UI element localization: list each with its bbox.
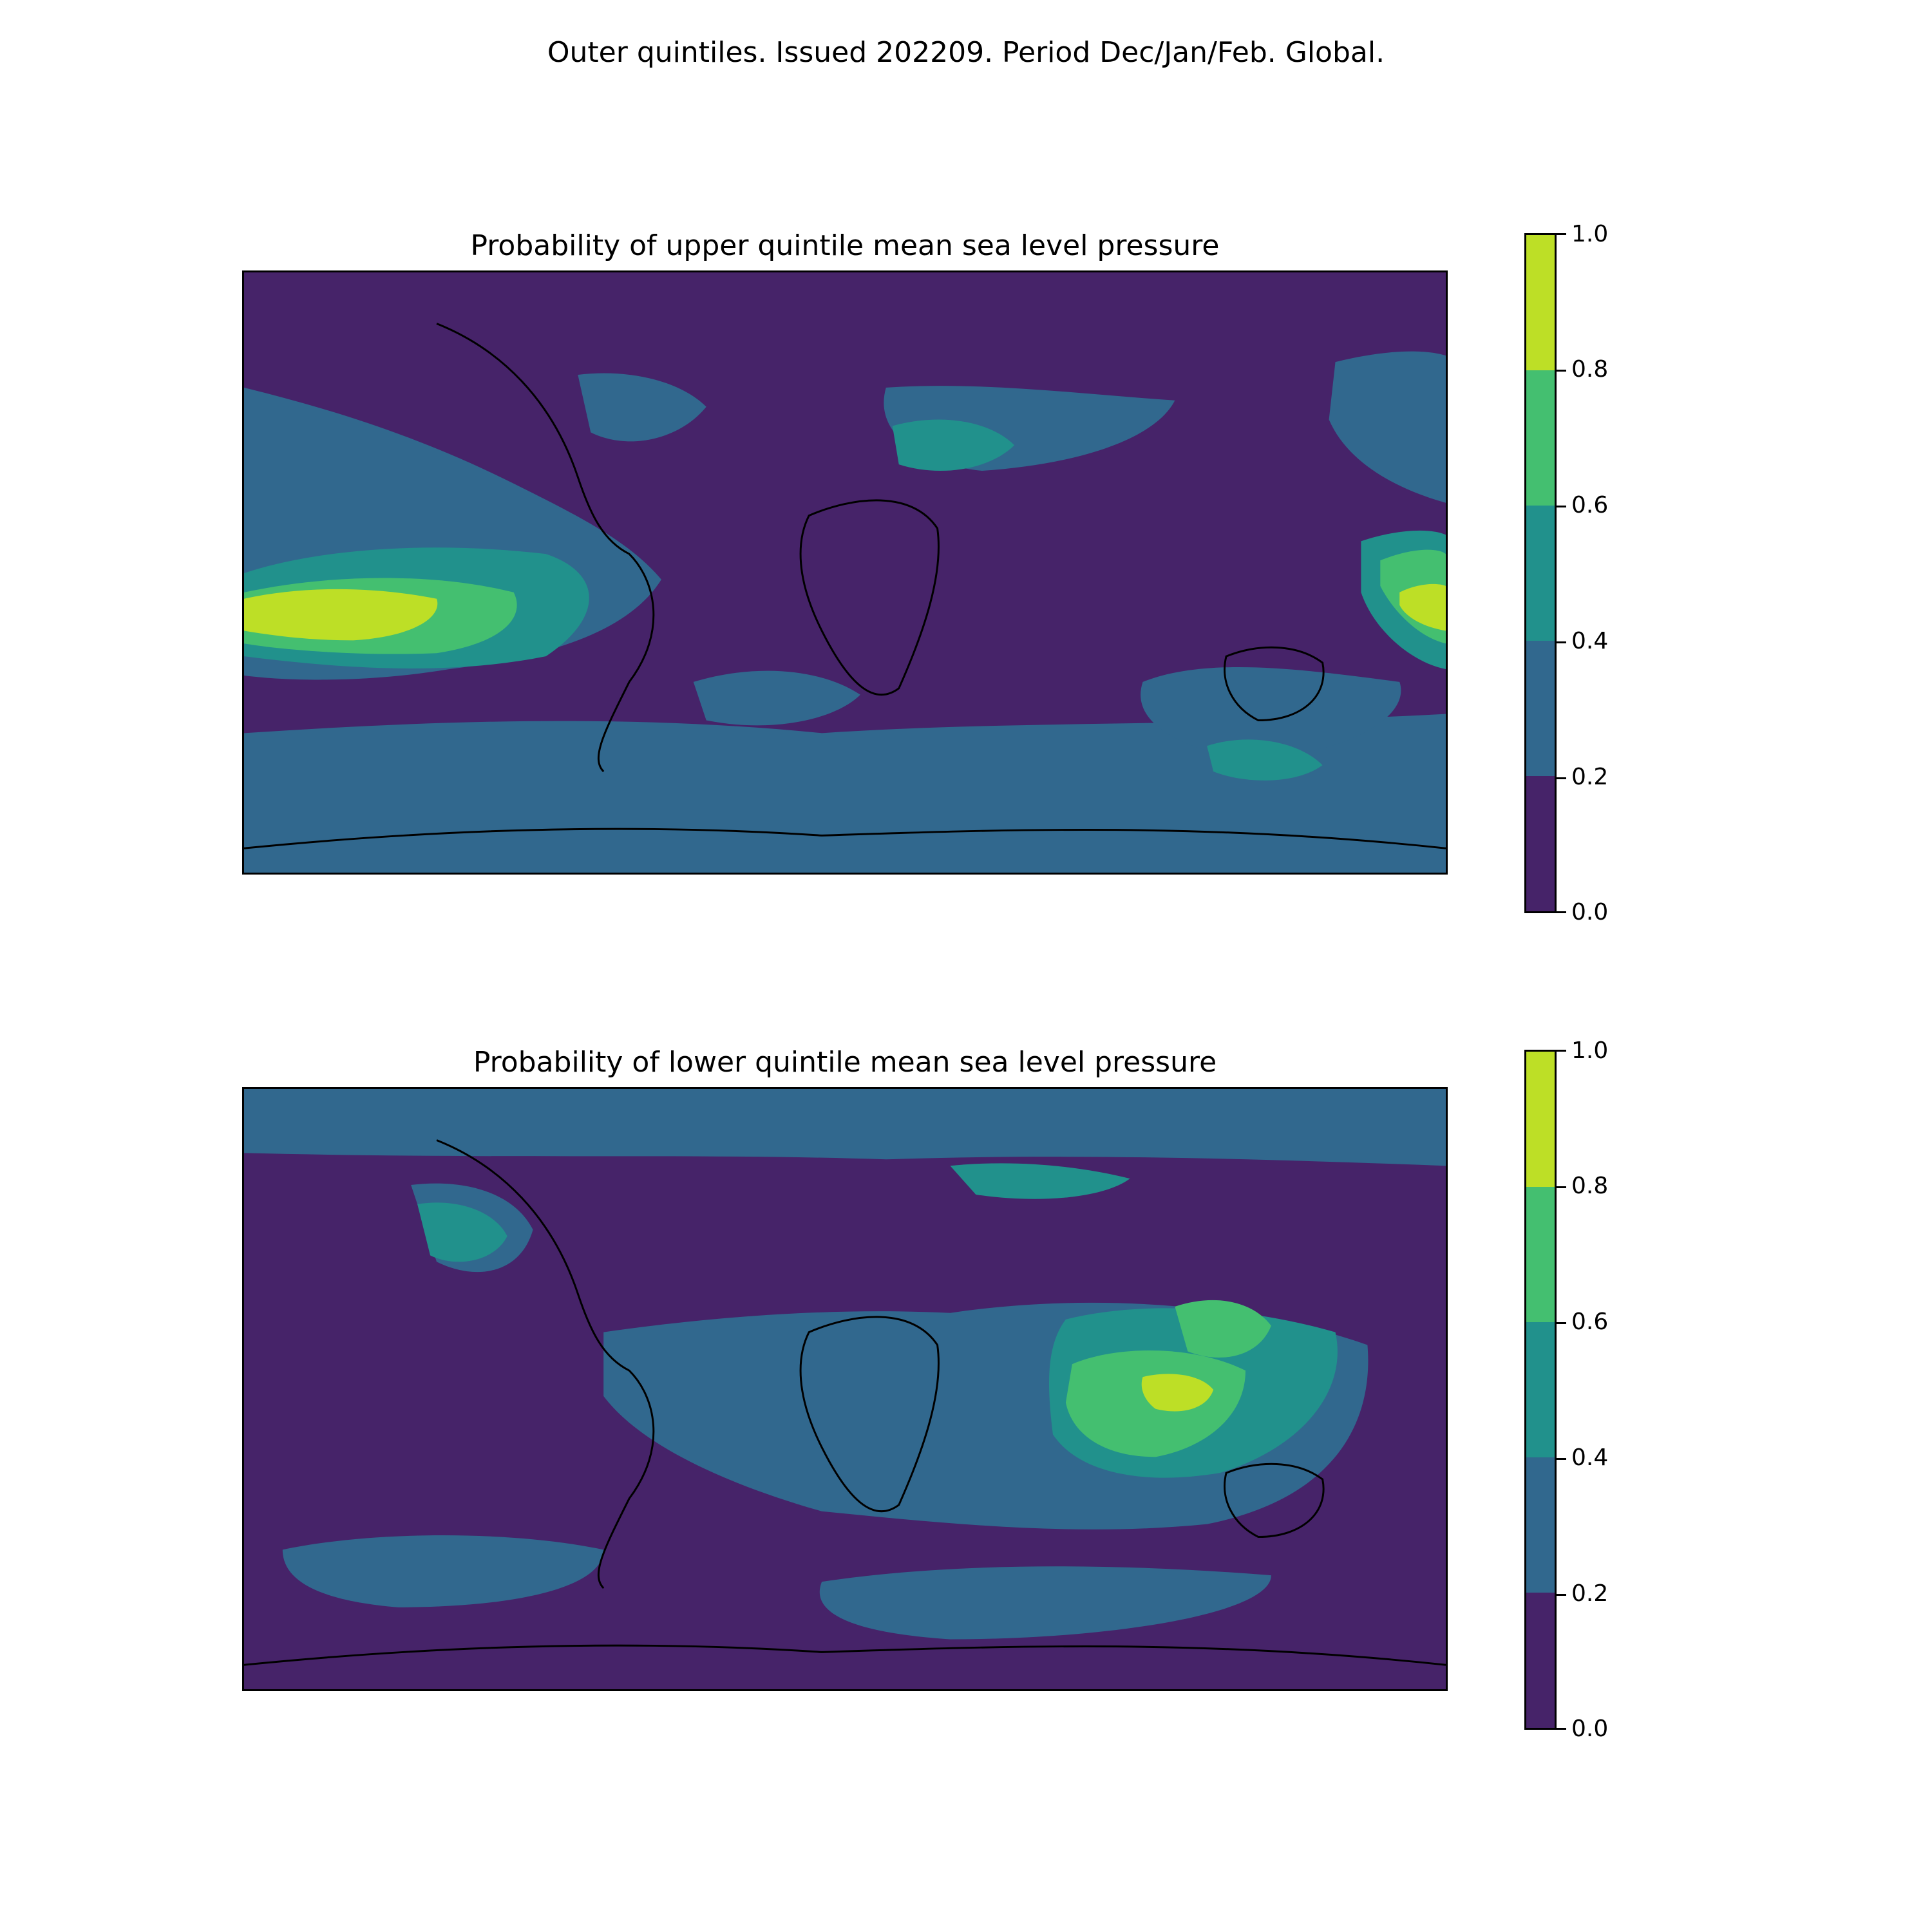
colorbar-tick [1555,777,1566,779]
coastline [436,323,655,773]
field-band-08-10 [1399,583,1446,631]
colorbar-tick [1555,506,1566,507]
colorbar-band-04-06 [1526,506,1555,641]
colorbar-tick-label: 0.0 [1571,1716,1609,1742]
colorbar-tick-label: 0.6 [1571,1309,1609,1335]
coastline [244,1644,1446,1666]
coastline [799,499,940,696]
colorbar-tick-label: 0.4 [1571,628,1609,654]
colorbar-band-02-04 [1526,1457,1555,1593]
colorbar-tick-label: 0.2 [1571,764,1609,790]
colorbar-tick [1555,1322,1566,1324]
colorbar-tick [1555,1728,1566,1730]
coastline [1224,1463,1325,1539]
colorbar-tick [1555,1594,1566,1596]
map-upper-quintile [242,270,1448,875]
field-band-08-10 [244,589,438,641]
colorbar-tick-label: 0.0 [1571,899,1609,925]
field-band-04-06 [950,1163,1130,1199]
figure-title: Outer quintiles. Issued 202209. Period D… [547,36,1385,69]
colorbar-band-04-06 [1526,1322,1555,1457]
colorbar-tick-label: 0.8 [1571,1173,1609,1199]
colorbar-tick-label: 0.8 [1571,356,1609,383]
coastline [244,828,1446,849]
colorbar-band-06-08 [1526,1187,1555,1322]
colorbar-tick-label: 1.0 [1571,221,1609,247]
colorbar-band-02-04 [1526,641,1555,776]
colorbar-tick [1555,233,1566,235]
colorbar-band-08-10 [1526,1052,1555,1187]
colorbar-tick [1555,641,1566,643]
colorbar-band-00-02 [1526,776,1555,911]
colorbar-tick-label: 0.2 [1571,1580,1609,1607]
colorbar-tick [1555,1458,1566,1460]
field-band-02-04 [578,373,706,442]
field-band-02-04 [244,714,1446,873]
colorbar-band-08-10 [1526,235,1555,370]
field-band-08-10 [1141,1374,1214,1412]
panel-title-upper: Probability of upper quintile mean sea l… [470,229,1220,262]
colorbar-tick-label: 1.0 [1571,1037,1609,1064]
colorbar-tick-label: 0.4 [1571,1444,1609,1471]
colorbar-tick [1555,370,1566,372]
field-band-02-04 [1141,667,1401,759]
coastline [799,1316,940,1513]
map-lower-svg [244,1089,1446,1689]
colorbar-band-06-08 [1526,370,1555,506]
field-band-02-04 [1329,351,1446,503]
colorbar-tick [1555,911,1566,913]
field-band-06-08 [1175,1300,1271,1358]
coastline [1224,646,1325,722]
map-lower-quintile [242,1087,1448,1691]
colorbar-band-00-02 [1526,1593,1555,1728]
map-upper-svg [244,272,1446,873]
field-band-02-04 [819,1566,1271,1640]
colorbar-tick-label: 0.6 [1571,492,1609,518]
panel-title-lower: Probability of lower quintile mean sea l… [473,1046,1217,1079]
colorbar-upper [1524,233,1557,913]
field-band-04-06 [417,1202,507,1262]
field-band-02-04 [693,670,860,726]
colorbar-lower [1524,1050,1557,1730]
field-band-04-06 [892,419,1015,471]
field-band-04-06 [1207,739,1323,781]
field-band-02-04 [282,1535,604,1607]
colorbar-tick [1555,1186,1566,1188]
colorbar-tick [1555,1050,1566,1052]
coastline [436,1139,655,1589]
field-band-02-04 [244,1089,1446,1166]
